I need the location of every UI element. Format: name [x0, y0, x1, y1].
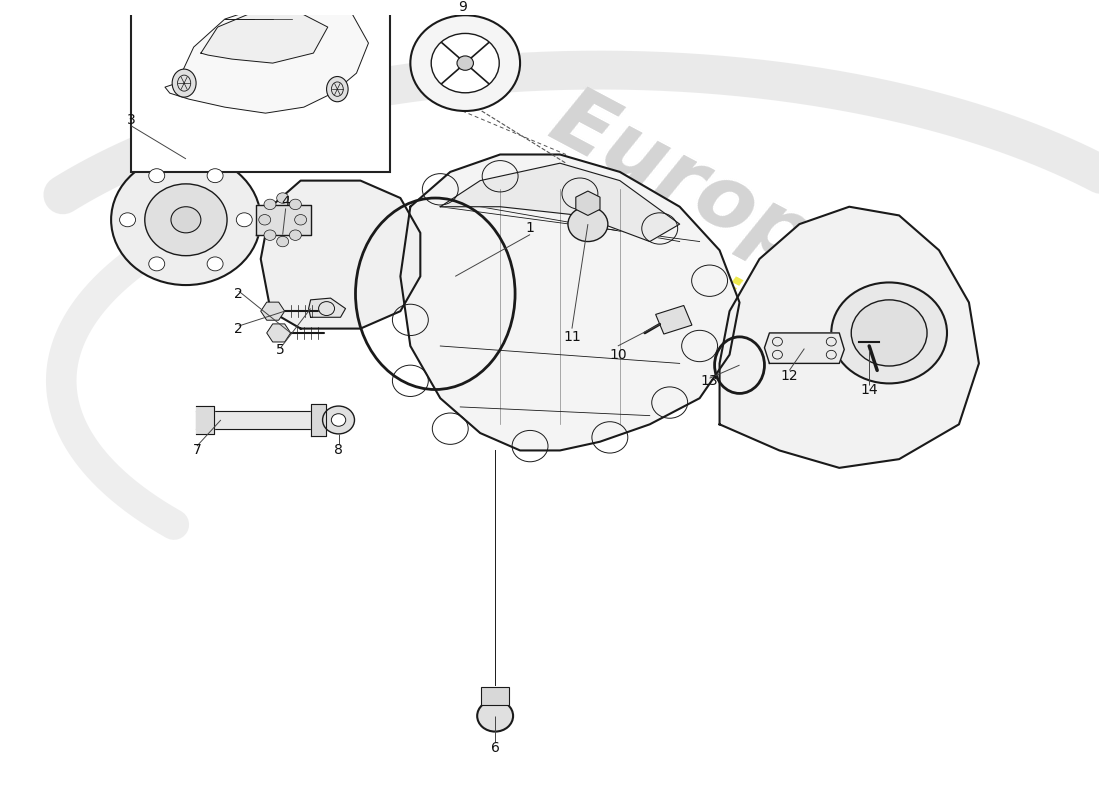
Circle shape — [145, 184, 227, 256]
Text: 2: 2 — [234, 286, 243, 301]
Polygon shape — [309, 298, 345, 318]
Circle shape — [236, 213, 252, 226]
Circle shape — [207, 169, 223, 182]
Text: 2: 2 — [234, 322, 243, 335]
Circle shape — [170, 206, 201, 233]
Circle shape — [148, 257, 165, 271]
Polygon shape — [261, 181, 420, 329]
Circle shape — [120, 213, 135, 226]
Text: since 1985: since 1985 — [682, 259, 956, 433]
Circle shape — [331, 414, 345, 426]
Polygon shape — [719, 206, 979, 468]
Circle shape — [148, 169, 165, 182]
Polygon shape — [440, 163, 680, 242]
Circle shape — [295, 214, 307, 225]
Text: Europes: Europes — [537, 78, 923, 336]
Circle shape — [207, 257, 223, 271]
Text: 3: 3 — [126, 113, 135, 126]
Text: 6: 6 — [491, 741, 499, 755]
Text: 9: 9 — [458, 0, 466, 14]
Text: 4: 4 — [282, 195, 290, 210]
Ellipse shape — [327, 77, 348, 102]
Circle shape — [258, 214, 271, 225]
Ellipse shape — [173, 69, 196, 97]
Text: 10: 10 — [609, 348, 627, 362]
Circle shape — [322, 406, 354, 434]
Circle shape — [410, 15, 520, 111]
Text: 13: 13 — [701, 374, 718, 388]
Text: 12: 12 — [781, 370, 799, 383]
Bar — [656, 306, 692, 334]
Polygon shape — [165, 0, 368, 113]
Circle shape — [851, 300, 927, 366]
Polygon shape — [764, 333, 845, 363]
Circle shape — [568, 206, 608, 242]
Text: 7: 7 — [192, 443, 201, 458]
Polygon shape — [310, 404, 326, 436]
Text: 8: 8 — [334, 443, 343, 458]
Circle shape — [264, 230, 276, 240]
Circle shape — [277, 236, 288, 246]
Text: 11: 11 — [563, 330, 581, 344]
Circle shape — [431, 34, 499, 93]
Circle shape — [111, 154, 261, 285]
Circle shape — [832, 282, 947, 383]
Polygon shape — [400, 154, 739, 450]
Circle shape — [477, 700, 513, 731]
Circle shape — [289, 230, 301, 240]
Bar — [481, 687, 509, 705]
Text: 1: 1 — [526, 222, 535, 235]
Circle shape — [277, 193, 288, 203]
Circle shape — [264, 199, 276, 210]
Circle shape — [456, 56, 473, 70]
Text: 14: 14 — [860, 382, 878, 397]
Text: 5: 5 — [276, 343, 285, 358]
Polygon shape — [255, 205, 310, 234]
Polygon shape — [196, 406, 213, 434]
Text: Europes: Europes — [537, 78, 923, 336]
Polygon shape — [201, 11, 328, 63]
Bar — [131, 0, 390, 172]
Polygon shape — [196, 411, 316, 429]
Circle shape — [289, 199, 301, 210]
